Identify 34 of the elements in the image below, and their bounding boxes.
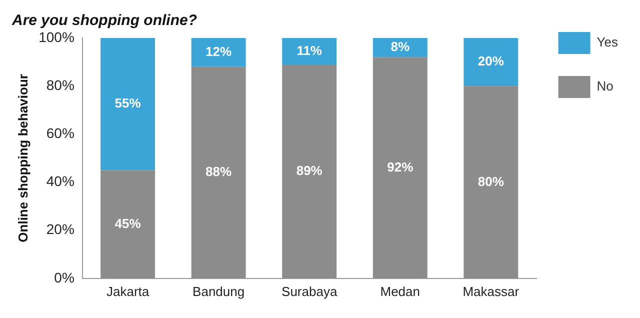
y-tick-label: 40% xyxy=(46,173,74,190)
y-tick-label: 80% xyxy=(46,76,74,93)
data-label: 12% xyxy=(206,44,232,59)
y-tick-label: 0% xyxy=(54,269,74,286)
data-label: 89% xyxy=(296,163,323,178)
x-tick-label: Makassar xyxy=(462,284,520,299)
bar xyxy=(464,38,518,86)
bar xyxy=(191,38,246,67)
y-tick-label: 100% xyxy=(38,28,74,45)
bar xyxy=(191,66,246,278)
bar xyxy=(282,64,337,278)
data-label: 8% xyxy=(390,39,410,54)
x-tick-label: Jakarta xyxy=(106,284,150,299)
bar xyxy=(282,38,337,64)
bar xyxy=(372,57,428,278)
y-axis-title: Online shopping behaviour xyxy=(15,74,30,242)
data-label: 55% xyxy=(114,96,142,111)
x-tick-label: Bandung xyxy=(192,284,245,299)
legend-label: Yes xyxy=(596,34,618,50)
data-label: 80% xyxy=(478,174,504,189)
bar xyxy=(100,38,156,170)
data-label: 88% xyxy=(206,164,232,180)
x-tick-label: Medan xyxy=(380,284,420,299)
bar xyxy=(100,170,156,278)
x-tick-label: Surabaya xyxy=(282,284,338,299)
data-label: 20% xyxy=(478,54,504,69)
y-tick-label: 20% xyxy=(46,221,74,238)
bar xyxy=(464,86,518,278)
data-label: 45% xyxy=(114,216,142,231)
data-label: 11% xyxy=(296,42,322,58)
legend-label: No xyxy=(596,78,614,94)
data-label: 92% xyxy=(387,159,414,174)
y-tick-label: 60% xyxy=(46,125,74,142)
chart-title: Are you shopping online? xyxy=(11,12,197,30)
